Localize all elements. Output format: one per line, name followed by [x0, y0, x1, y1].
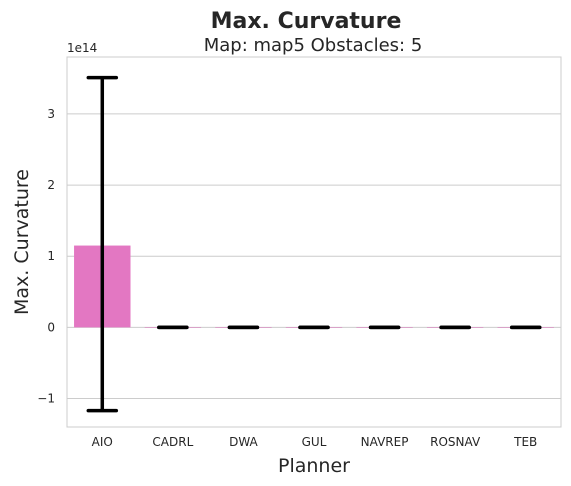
gridlines: [67, 113, 561, 400]
y-tick-label: 1: [47, 249, 55, 263]
x-tick-label: ROSNAV: [430, 435, 481, 449]
x-tick-label: DWA: [229, 435, 258, 449]
x-tick-label: AIO: [92, 435, 113, 449]
x-tick-label: CADRL: [152, 435, 193, 449]
plot-area-frame: [66, 56, 562, 428]
y-axis-label: Max. Curvature: [11, 169, 33, 315]
bars: [74, 245, 554, 328]
error-bar-aio: [86, 75, 119, 413]
x-axis-ticks: AIO CADRL DWA GUL NAVREP ROSNAV TEB: [92, 435, 538, 449]
x-tick-label: NAVREP: [361, 435, 409, 449]
y-axis-offset-label: 1e14: [67, 41, 97, 55]
x-tick-label: GUL: [302, 435, 327, 449]
y-tick-label: 3: [47, 107, 55, 121]
y-tick-label: −1: [37, 392, 55, 406]
y-tick-label: 2: [47, 178, 55, 192]
error-bars: [86, 75, 542, 413]
chart-title: Max. Curvature: [211, 9, 402, 34]
y-tick-label: 0: [47, 320, 55, 334]
x-axis-label: Planner: [278, 455, 350, 477]
chart-subtitle: Map: map5 Obstacles: 5: [204, 35, 423, 56]
x-tick-label: TEB: [513, 435, 537, 449]
y-axis-ticks: −1 0 1 2 3: [37, 107, 55, 406]
